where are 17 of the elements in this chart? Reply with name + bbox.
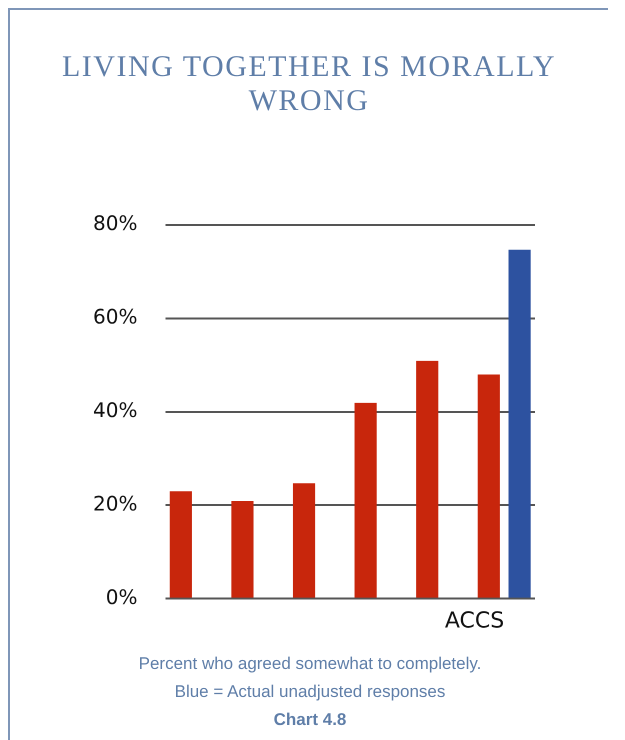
bar [292,483,316,598]
y-tick-label: 0% [106,584,138,609]
text: Percent who agreed somewhat to completely. [138,653,482,675]
x-tick-label: ACCS [444,608,504,634]
chart-title: LIVING TOGETHER IS MORALLY WRONG [60,49,558,118]
bar [170,491,192,598]
text: Blue = Actual unadjusted responses [174,681,446,703]
caption: Chart 4.8 [272,709,348,731]
y-tick-label: 40% [93,398,138,422]
bar [354,402,377,598]
bar [416,360,438,598]
y-tick-label: 80% [93,211,138,236]
bar [478,374,500,598]
y-tick-label: 20% [93,491,138,516]
bar [231,500,254,598]
bar [508,250,531,598]
y-tick-label: 60% [93,304,138,329]
